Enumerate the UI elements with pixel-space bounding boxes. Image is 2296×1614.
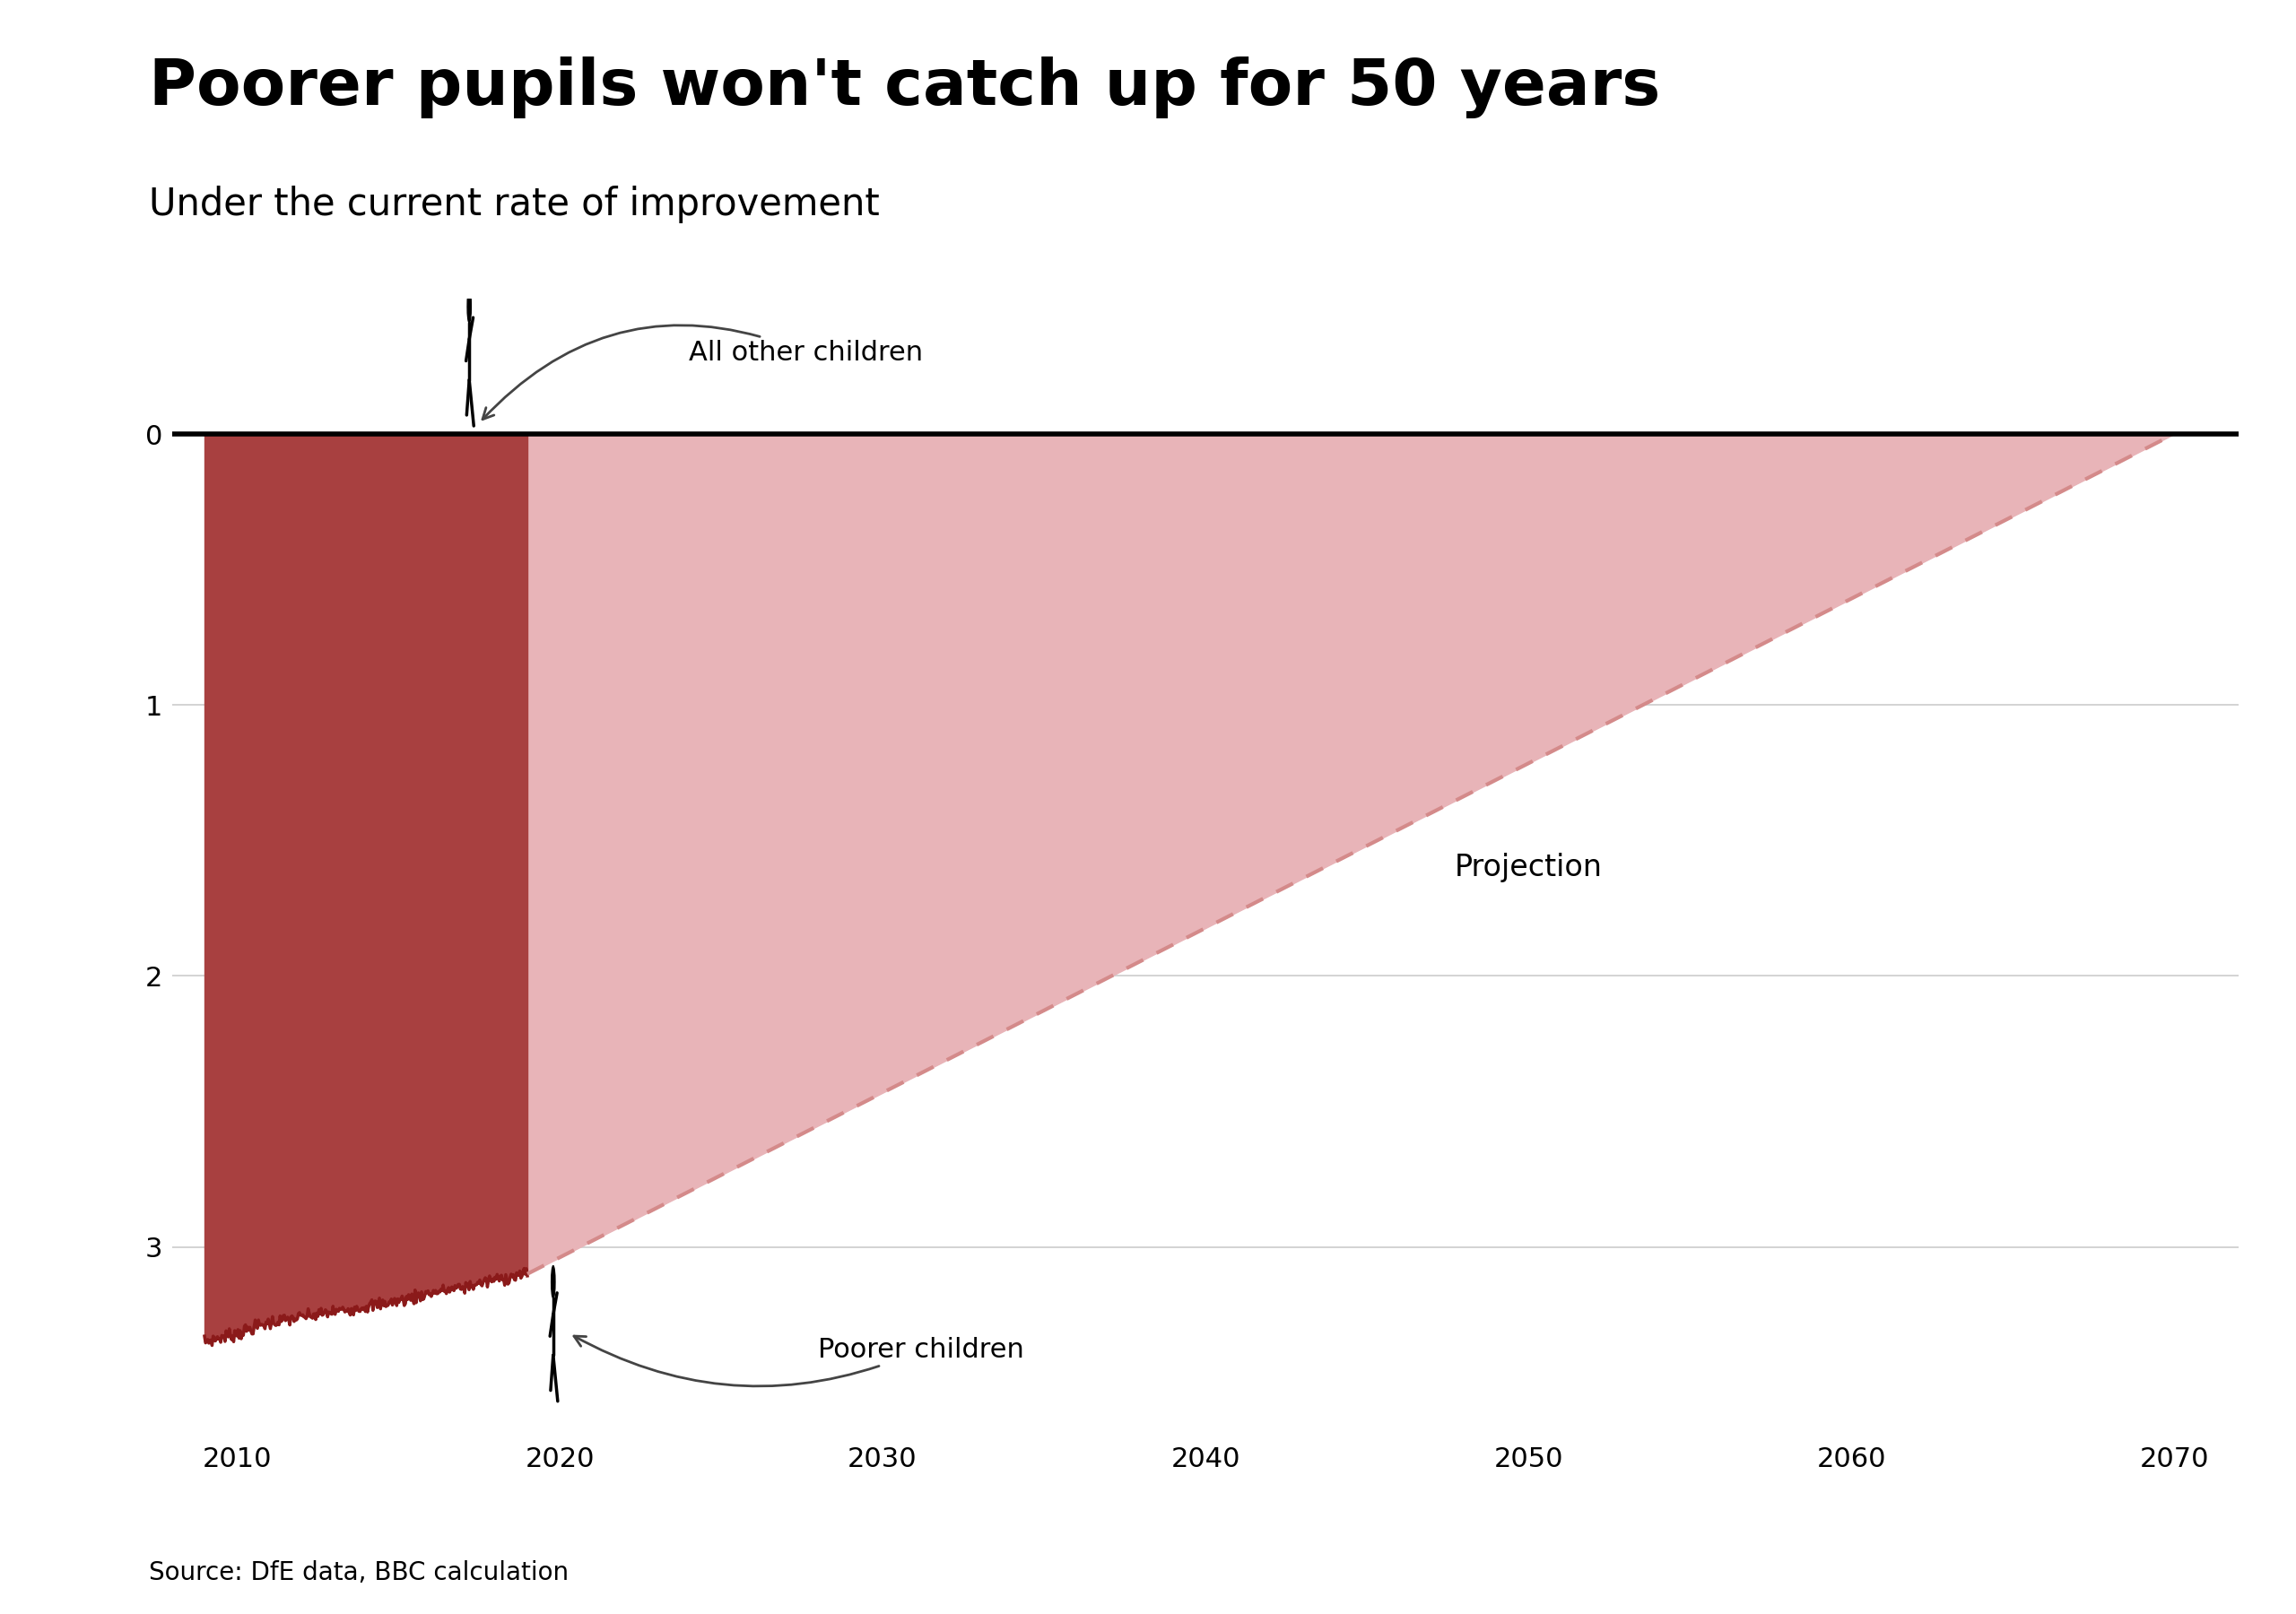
Text: Poorer children: Poorer children (574, 1336, 1024, 1386)
Text: All other children: All other children (482, 326, 923, 420)
Circle shape (468, 291, 471, 323)
Circle shape (551, 1265, 556, 1298)
Text: BBC: BBC (2103, 1548, 2172, 1577)
Text: Source: DfE data, BBC calculation: Source: DfE data, BBC calculation (149, 1559, 569, 1585)
Text: Under the current rate of improvement: Under the current rate of improvement (149, 186, 879, 223)
Text: Poorer pupils won't catch up for 50 years: Poorer pupils won't catch up for 50 year… (149, 56, 1660, 118)
Text: Projection: Projection (1453, 852, 1603, 883)
